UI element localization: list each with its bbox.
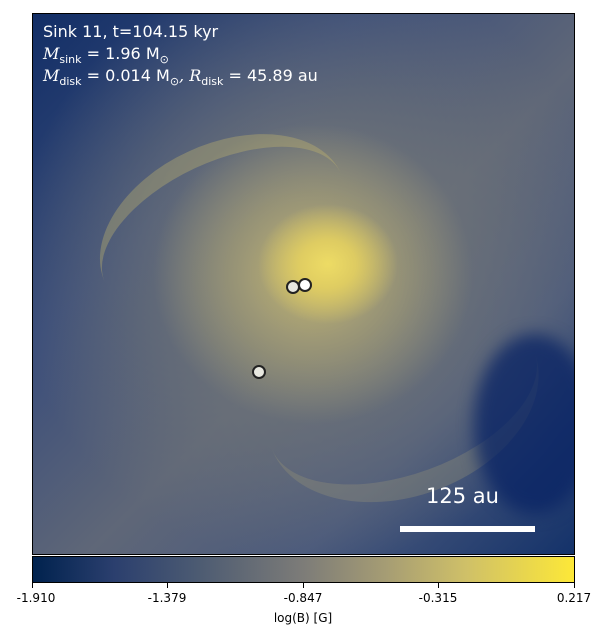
spiral-arm-upper	[69, 96, 377, 360]
colorbar-tick	[167, 583, 168, 588]
colorbar-tick-label: -0.315	[418, 591, 458, 605]
sink-marker	[298, 278, 312, 292]
colorbar-tick-label: 0.217	[556, 591, 592, 605]
colorbar-tick	[32, 583, 33, 588]
colorbar-tick	[303, 583, 304, 588]
sink-mass-label: Msink = 1.96 M⊙	[43, 44, 169, 67]
colorbar-tick	[574, 583, 575, 588]
sink-marker	[252, 365, 266, 379]
colorbar-tick-label: -1.379	[147, 591, 187, 605]
magnetic-field-map: Sink 11, t=104.15 kyr Msink = 1.96 M⊙ Md…	[32, 13, 575, 555]
colorbar-tick-label: -0.847	[283, 591, 323, 605]
disk-properties-label: Mdisk = 0.014 M⊙, Rdisk = 45.89 au	[43, 66, 318, 89]
low-field-region	[474, 334, 574, 514]
colorbar-tick	[438, 583, 439, 588]
colorbar	[32, 556, 575, 583]
sink-title: Sink 11, t=104.15 kyr	[43, 22, 219, 41]
scale-bar	[400, 526, 535, 532]
colorbar-axis-label: log(B) [G]	[273, 611, 333, 625]
colorbar-tick-label: -1.910	[16, 591, 56, 605]
scale-bar-label: 125 au	[426, 484, 499, 508]
